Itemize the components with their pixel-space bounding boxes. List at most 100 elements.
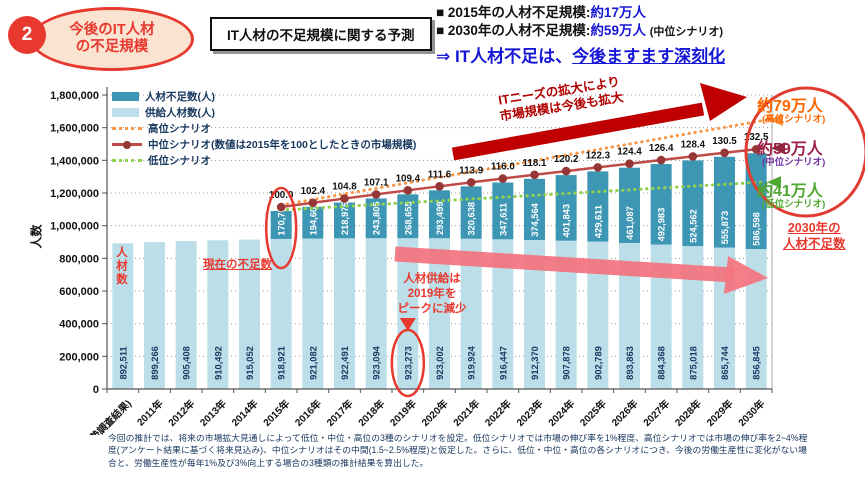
summary-bullets: ■ 2015年の人材不足規模:約17万人 ■ 2030年の人材不足規模:約59万… [436, 4, 864, 67]
footnote: 今回の推計では、将来の市場拡大見通しによって低位・中位・高位の3種のシナリオを設… [108, 433, 808, 468]
mid-scenario-marker [435, 182, 444, 191]
index-label: 128.4 [681, 139, 706, 150]
x-tick-label: 2028年 [672, 397, 704, 429]
shortage-value-label: 293,499 [435, 201, 445, 235]
supply-value-label: 892,511 [118, 346, 128, 379]
shortage-value-label: 524,562 [688, 209, 698, 243]
label-2030-low: 約41万人 [757, 183, 823, 200]
y-tick-label: 400,000 [59, 319, 99, 331]
bar-supply [460, 238, 482, 389]
x-tick-label: 2021年 [450, 397, 482, 429]
bar-shortage [619, 167, 640, 244]
bar-supply [650, 244, 672, 389]
y-tick-label: 1,200,000 [50, 188, 99, 200]
supply-value-label: 923,094 [372, 345, 382, 379]
chart-title-box: IT人材の不足規模に関する予測 [210, 17, 432, 51]
y-tick-label: 1,800,000 [50, 90, 99, 102]
bullet-2030-label: ■ 2030年の人材不足規模: [436, 23, 591, 39]
market-expand-arrowhead [700, 83, 747, 121]
x-tick-label: 2020年 [419, 397, 451, 429]
supply-value-label: 893,863 [625, 346, 635, 380]
bar-supply [175, 241, 197, 389]
index-label: 109.4 [396, 173, 421, 184]
badge-title: 今後のIT人材 の不足規模 [30, 7, 194, 71]
chart-legend: 人材不足数(人) 供給人材数(人) 高位シナリオ 中位シナリオ(数値は2015年… [112, 88, 416, 168]
mid-scenario-marker [656, 155, 666, 165]
shortage-value-label: 347,611 [498, 203, 508, 236]
conclusion-prefix: ⇒ IT人材不足は、 [436, 47, 573, 67]
bar-shortage [682, 160, 704, 247]
shortage-value-label: 586,598 [752, 212, 762, 246]
x-tick-label: 2026年 [609, 397, 641, 429]
legend-label-low: 低位シナリオ [148, 154, 211, 167]
mid-scenario-marker [688, 152, 698, 161]
y-tick-label: 1,600,000 [50, 123, 99, 135]
supply-decline-arrow-body [394, 246, 734, 283]
mid-arrowhead [771, 142, 785, 155]
legend-swatch-mid-line [112, 140, 142, 149]
index-label: 107.1 [364, 177, 389, 188]
legend-swatch-low-line [112, 158, 142, 162]
legend-label-mid: 中位シナリオ(数値は2015年を100としたときの市場規模) [148, 138, 417, 151]
bar-shortage [302, 206, 324, 239]
supply-value-label: 916,447 [498, 346, 508, 380]
supply-value-label: 919,924 [467, 345, 477, 379]
label-2030-high-sub: (高位シナリオ) [762, 114, 826, 125]
bar-supply [144, 242, 165, 389]
legend-item-high: 高位シナリオ [112, 120, 416, 136]
shortage-value-label: 243,805 [372, 201, 382, 235]
index-label: 126.4 [649, 143, 674, 154]
bar-supply [365, 238, 387, 389]
mid-scenario-marker [625, 159, 634, 168]
mid-scenario-marker [276, 202, 286, 212]
x-tick-label: 2010年(国勢調査結果) [55, 397, 134, 435]
supply-peak-pointer [399, 318, 416, 331]
mid-scenario-marker [466, 178, 476, 187]
bar-supply [429, 238, 450, 389]
label-2030-mid: 約59万人 [757, 141, 823, 158]
x-tick-label: 2015年 [260, 397, 292, 429]
supply-value-label: 905,408 [182, 346, 192, 380]
index-label: 118.1 [523, 158, 548, 169]
x-tick-label: 2011年 [134, 397, 166, 429]
mid-scenario-marker [561, 166, 571, 176]
bullet-2015-value: 約17万人 [590, 5, 646, 20]
bar-shortage [555, 175, 577, 241]
high-arrowhead [769, 114, 783, 127]
mid-scenario-marker [308, 198, 318, 208]
x-tick-label: 2027年 [640, 397, 672, 429]
bar-shortage [334, 202, 355, 239]
supply-value-label: 899,266 [150, 346, 160, 380]
bar-shortage [397, 194, 419, 239]
shortage-value-label: 218,976 [340, 202, 350, 236]
shortage-value-label: 492,983 [657, 208, 667, 242]
y-tick-label: 200,000 [59, 351, 99, 363]
bar-supply [397, 238, 419, 389]
shortage-value-label: 401,843 [562, 204, 572, 238]
legend-item-shortage: 人材不足数(人) [112, 88, 416, 104]
x-tick-label: 2014年 [229, 397, 261, 429]
conclusion-line: ⇒ IT人材不足は、今後ますます深刻化 [436, 42, 864, 67]
shortage-forecast-chart: 0 200,000 400,000 600,000 800,000 1,000,000 1,… [50, 83, 865, 435]
x-tick-label: 2022年 [482, 397, 514, 429]
supply-value-label: 923,002 [435, 346, 445, 380]
supply-decline-arrowhead [724, 256, 768, 294]
legend-mid-marker [123, 140, 131, 149]
supply-value-label: 907,878 [562, 346, 572, 380]
label-2030-mid-sub: (中位シナリオ) [762, 157, 826, 168]
supply-value-label: 865,744 [720, 345, 730, 379]
x-tick-label: 2023年 [514, 397, 546, 429]
legend-label-supply: 供給人材数(人) [145, 106, 215, 119]
shortage-value-label: 170,700 [277, 202, 287, 236]
bullet-2030-value: 約59万人 [590, 23, 646, 39]
annotation-shortage-2030: 2030年の 人材不足数 [783, 221, 846, 252]
ellipse-2030-labels [744, 86, 865, 218]
bar-supply [492, 239, 514, 389]
mid-scenario-marker [498, 174, 508, 183]
index-label: 116.0 [491, 162, 516, 173]
bar-shortage [587, 171, 609, 242]
low-arrowhead [767, 176, 781, 189]
shortage-value-label: 461,087 [625, 206, 635, 240]
shortage-value-label: 320,638 [467, 202, 477, 236]
x-tick-label: 2030年 [735, 397, 767, 429]
